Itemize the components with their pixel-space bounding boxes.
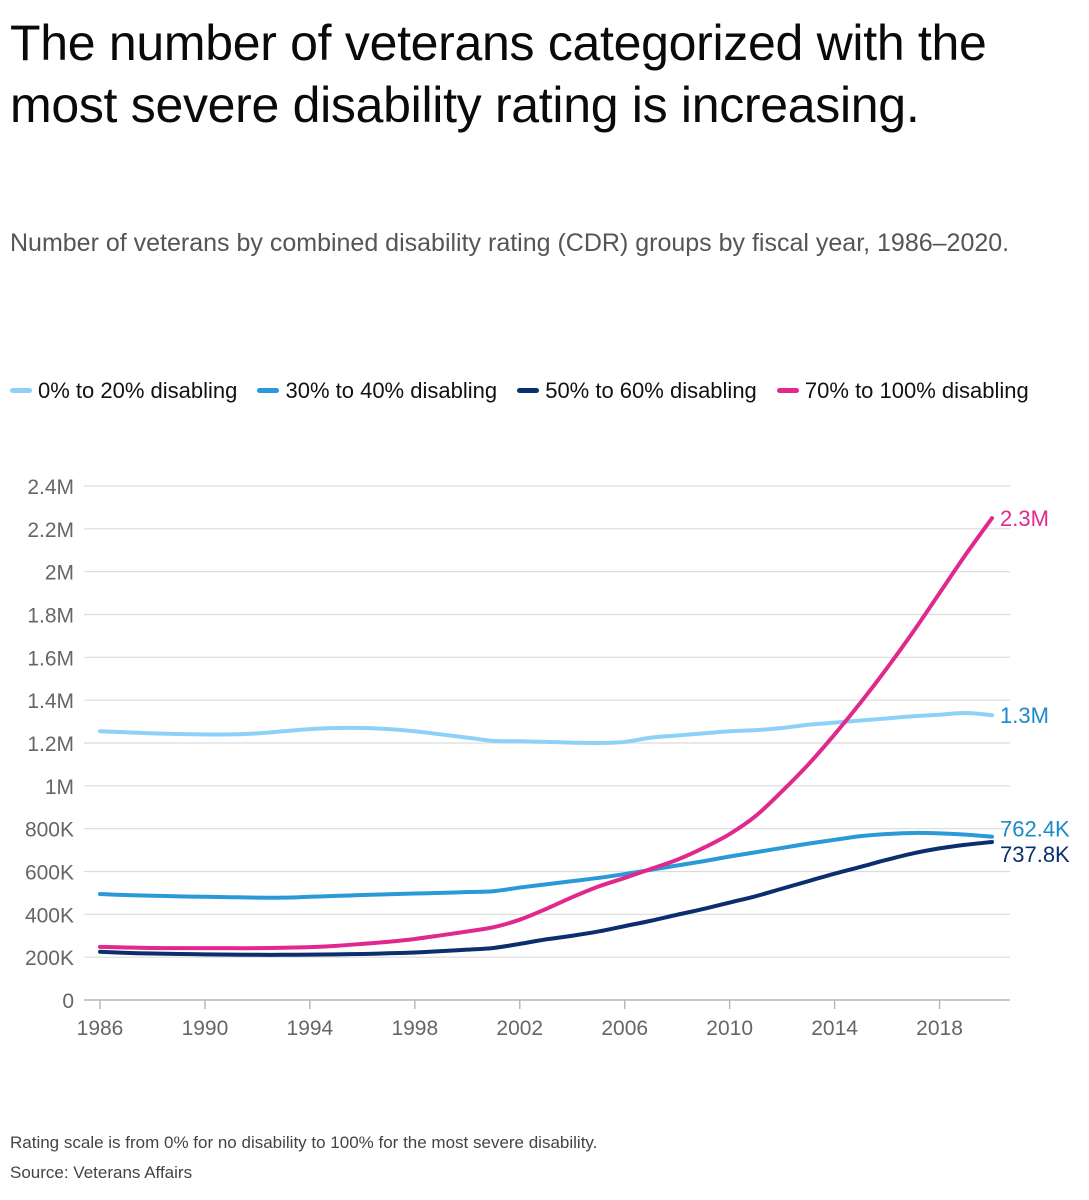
y-tick-label-2.4M: 2.4M — [27, 476, 74, 499]
legend-item-70-100: 70% to 100% disabling — [776, 378, 1029, 403]
legend-label-0-20: 0% to 20% disabling — [38, 378, 238, 403]
x-axis-tick-labels: 1986 1990 1994 1998 2002 2006 2010 2014 2018 — [77, 1000, 963, 1040]
chart-title: The number of veterans categorized with … — [10, 15, 987, 133]
y-tick-label-1.2M: 1.2M — [27, 733, 74, 756]
x-tick-label-2018: 2018 — [916, 1017, 963, 1040]
legend-item-30-40: 30% to 40% disabling — [257, 378, 497, 403]
y-tick-label-0: 0 — [62, 990, 74, 1013]
footnote-source: Source: Veterans Affairs — [10, 1163, 193, 1182]
series-line-50-to-60-disabling — [98, 839, 994, 957]
x-tick-label-1990: 1990 — [182, 1017, 229, 1040]
y-tick-label-1.8M: 1.8M — [27, 605, 74, 628]
x-tick-label-2002: 2002 — [496, 1017, 543, 1040]
y-tick-label-1.6M: 1.6M — [27, 647, 74, 670]
grid-lines — [84, 485, 1010, 1001]
y-tick-label-1M: 1M — [45, 776, 74, 799]
series-line-30-to-40-disabling — [98, 830, 994, 900]
legend-swatch-30-40 — [257, 387, 280, 393]
y-tick-label-2.2M: 2.2M — [27, 519, 74, 542]
chart-subtitle: Number of veterans by combined disabilit… — [10, 229, 1010, 257]
legend-label-30-40: 30% to 40% disabling — [285, 378, 498, 403]
y-axis-tick-labels: 0 200K 400K 600K 800K 1M 1.2M 1.4M 1.6M 1.8M 2M 2.2… — [25, 476, 74, 1013]
legend-item-0-20: 0% to 20% disabling — [10, 378, 237, 403]
series-line-70-to-100-disabling — [98, 516, 994, 951]
legend-swatch-50-60 — [517, 387, 540, 393]
x-tick-label-1994: 1994 — [287, 1017, 334, 1040]
legend-label-50-60: 50% to 60% disabling — [545, 378, 757, 403]
x-tick-label-2006: 2006 — [601, 1017, 648, 1040]
line-chart: 0 200K 400K 600K 800K 1M 1.2M 1.4M 1.6M 1.8M 2M 2.2… — [25, 476, 1070, 1040]
y-tick-label-600K: 600K — [25, 862, 74, 885]
end-label-30-to-40-disabling: 762.4K — [1000, 817, 1070, 842]
footnote: Rating scale is from 0% for no disabilit… — [10, 1128, 597, 1188]
chart-legend: 0% to 20% disabling 30% to 40% disabling… — [10, 372, 1070, 410]
legend-label-70-100: 70% to 100% disabling — [804, 378, 1029, 403]
y-tick-label-200K: 200K — [25, 947, 74, 970]
legend-swatch-70-100 — [776, 387, 799, 393]
x-tick-label-1986: 1986 — [77, 1017, 124, 1040]
legend-swatch-0-20 — [10, 387, 32, 393]
series-line-0-to-20-disabling — [98, 711, 994, 746]
y-tick-label-400K: 400K — [25, 904, 74, 927]
x-tick-label-2014: 2014 — [811, 1017, 858, 1040]
x-tick-label-1998: 1998 — [391, 1017, 438, 1040]
footnote-note: Rating scale is from 0% for no disabilit… — [10, 1133, 598, 1152]
legend-item-50-60: 50% to 60% disabling — [517, 378, 757, 403]
series-lines — [98, 516, 994, 957]
end-label-70-to-100-disabling: 2.3M — [1000, 506, 1049, 531]
end-label-0-to-20-disabling: 1.3M — [1000, 703, 1049, 728]
end-label-50-to-60-disabling: 737.8K — [1000, 842, 1070, 867]
y-tick-label-2M: 2M — [45, 562, 74, 585]
x-tick-label-2010: 2010 — [706, 1017, 753, 1040]
y-tick-label-800K: 800K — [25, 819, 74, 842]
y-tick-label-1.4M: 1.4M — [27, 690, 74, 713]
